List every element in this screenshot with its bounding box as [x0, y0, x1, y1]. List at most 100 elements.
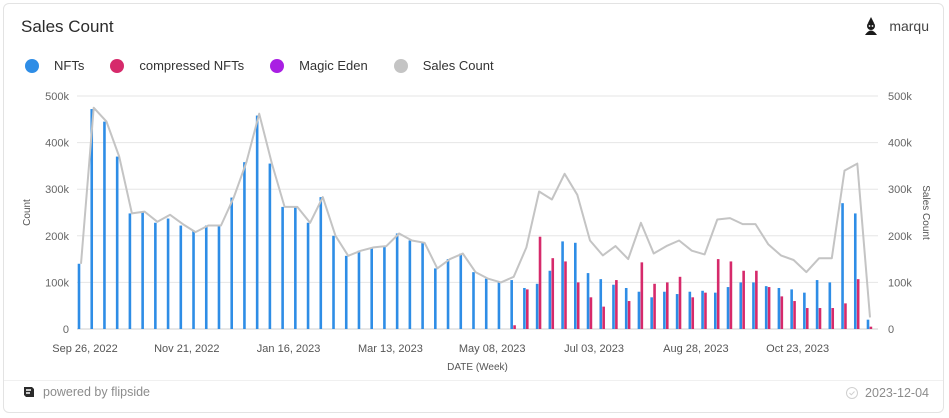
bar-nfts: [663, 291, 666, 329]
bar-nfts: [90, 109, 94, 329]
legend-swatch-magic-eden: [270, 58, 285, 73]
legend-label-compressed-nfts: compressed NFTs: [139, 58, 245, 73]
bar-nfts: [713, 292, 717, 329]
bar-compressed-nfts: [538, 236, 542, 329]
y-right-tick-label: 500k: [888, 91, 912, 103]
bar-nfts: [281, 206, 284, 329]
bar-nfts: [574, 242, 577, 329]
bar-compressed-nfts: [856, 279, 860, 329]
bar-nfts: [777, 287, 781, 329]
bar-nfts: [459, 253, 463, 329]
bar-compressed-nfts: [729, 261, 733, 329]
bar-nfts: [637, 291, 641, 329]
bar-nfts: [179, 225, 183, 329]
x-tick-label: Jul 03, 2023: [564, 343, 624, 355]
bar-nfts: [548, 270, 552, 329]
footer-divider: [4, 380, 943, 381]
powered-by[interactable]: powered by flipside: [21, 384, 150, 400]
bar-nfts: [344, 255, 348, 329]
bar-nfts: [128, 213, 132, 329]
bar-compressed-nfts: [869, 326, 873, 329]
bar-nfts: [230, 197, 234, 329]
legend-item-compressed-nfts[interactable]: compressed NFTs: [110, 58, 244, 73]
bar-nfts: [408, 240, 412, 329]
bar-nfts: [853, 213, 857, 329]
bar-nfts: [675, 294, 679, 329]
bar-nfts: [255, 115, 259, 330]
bar-nfts: [395, 233, 399, 329]
y-right-tick-label: 300k: [888, 184, 912, 196]
user-badge[interactable]: marqu: [861, 16, 929, 36]
bar-compressed-nfts: [716, 259, 720, 329]
x-axis-title: DATE (Week): [447, 362, 508, 373]
page-title: Sales Count: [21, 17, 114, 36]
wizard-avatar-icon: [861, 16, 882, 36]
y-right-axis-title: Sales Count: [920, 185, 931, 240]
y-tick-label: 200k: [45, 231, 69, 243]
y-right-tick-label: 200k: [888, 231, 912, 243]
y-tick-label: 100k: [45, 277, 69, 289]
bar-nfts: [357, 250, 361, 329]
bar-compressed-nfts: [640, 262, 644, 329]
bar-compressed-nfts: [780, 296, 784, 329]
bar-nfts: [535, 283, 539, 329]
bar-nfts: [204, 225, 208, 329]
bar-compressed-nfts: [627, 301, 631, 329]
bar-nfts: [319, 197, 323, 329]
bar-compressed-nfts: [818, 308, 822, 329]
bar-nfts: [446, 259, 450, 329]
legend-item-sales-count[interactable]: Sales Count: [393, 58, 494, 73]
bar-nfts: [701, 290, 704, 329]
flipside-logo-icon: [24, 387, 34, 397]
bar-compressed-nfts: [704, 292, 707, 329]
bar-nfts: [841, 203, 844, 329]
bar-nfts: [294, 206, 297, 329]
bar-nfts: [497, 282, 501, 329]
bar-nfts: [726, 287, 730, 329]
legend-item-nfts[interactable]: NFTs: [25, 58, 84, 73]
wizard-avatar-graphic: [865, 17, 878, 35]
bar-nfts: [764, 286, 768, 329]
powered-by-text: powered by flipside: [43, 385, 151, 399]
bar-compressed-nfts: [755, 270, 758, 329]
bar-nfts: [510, 280, 513, 329]
legend-item-magic-eden[interactable]: Magic Eden: [270, 58, 368, 73]
bar-nfts: [103, 121, 106, 329]
sales-count-chart: 0 0 100k 100k 200k 200k 300k 300k 400k 400k 500k 50…: [22, 91, 931, 373]
bar-nfts: [115, 156, 119, 329]
bar-compressed-nfts: [805, 308, 809, 329]
bar-nfts: [77, 263, 81, 329]
x-tick-label: Mar 13, 2023: [358, 343, 423, 355]
x-tick-label: Aug 28, 2023: [663, 343, 728, 355]
x-tick-label: Jan 16, 2023: [257, 343, 321, 355]
bar-nfts: [141, 212, 144, 329]
bar-nfts: [484, 278, 488, 329]
y-axis-title: Count: [22, 199, 33, 226]
bar-nfts: [421, 242, 424, 329]
y-tick-label: 0: [63, 324, 69, 336]
bar-compressed-nfts: [615, 280, 618, 329]
bar-compressed-nfts: [551, 258, 555, 329]
bar-nfts: [586, 273, 590, 329]
bar-nfts: [739, 282, 743, 329]
chart-legend: NFTs compressed NFTs Magic Eden Sales Co…: [25, 58, 520, 73]
bar-nfts: [866, 319, 870, 329]
x-tick-label: Nov 21, 2022: [154, 343, 219, 355]
legend-label-sales-count: Sales Count: [422, 58, 494, 73]
x-tick-label: Sep 26, 2022: [52, 343, 117, 355]
bar-nfts: [383, 246, 386, 329]
username: marqu: [889, 18, 929, 34]
bar-nfts: [434, 268, 437, 329]
bar-compressed-nfts: [653, 283, 656, 329]
bar-nfts: [166, 218, 170, 329]
bar-nfts: [472, 272, 475, 329]
bar-compressed-nfts: [576, 282, 580, 329]
bar-nfts: [790, 289, 793, 329]
bar-nfts: [217, 225, 221, 329]
bar-nfts: [370, 247, 373, 329]
legend-swatch-nfts: [25, 58, 39, 73]
bar-nfts: [192, 231, 195, 329]
bar-nfts: [828, 282, 832, 329]
bar-nfts: [752, 282, 755, 329]
y-tick-label: 400k: [45, 138, 69, 150]
